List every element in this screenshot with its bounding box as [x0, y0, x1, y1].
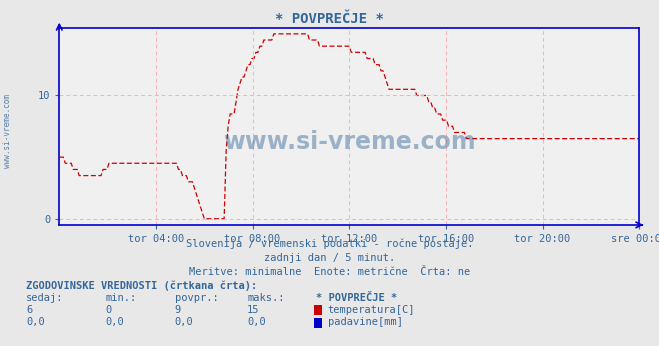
Text: 9: 9: [175, 305, 181, 315]
Text: www.si-vreme.com: www.si-vreme.com: [3, 94, 13, 169]
Text: padavine[mm]: padavine[mm]: [328, 318, 403, 327]
Text: www.si-vreme.com: www.si-vreme.com: [223, 130, 476, 154]
Text: min.:: min.:: [105, 293, 136, 302]
Text: zadnji dan / 5 minut.: zadnji dan / 5 minut.: [264, 253, 395, 263]
Text: * POVPREČJE *: * POVPREČJE *: [316, 293, 397, 302]
Text: 0,0: 0,0: [105, 318, 124, 327]
Text: sedaj:: sedaj:: [26, 293, 64, 302]
Text: temperatura[C]: temperatura[C]: [328, 305, 415, 315]
Text: 6: 6: [26, 305, 32, 315]
Text: 0,0: 0,0: [247, 318, 266, 327]
Text: 0,0: 0,0: [26, 318, 45, 327]
Text: maks.:: maks.:: [247, 293, 285, 302]
Text: povpr.:: povpr.:: [175, 293, 218, 302]
Text: ZGODOVINSKE VREDNOSTI (črtkana črta):: ZGODOVINSKE VREDNOSTI (črtkana črta):: [26, 280, 258, 291]
Text: Meritve: minimalne  Enote: metrične  Črta: ne: Meritve: minimalne Enote: metrične Črta:…: [189, 267, 470, 276]
Text: 15: 15: [247, 305, 260, 315]
Text: 0,0: 0,0: [175, 318, 193, 327]
Text: 0: 0: [105, 305, 111, 315]
Text: Slovenija / vremenski podatki - ročne postaje.: Slovenija / vremenski podatki - ročne po…: [186, 239, 473, 249]
Text: * POVPREČJE *: * POVPREČJE *: [275, 12, 384, 26]
